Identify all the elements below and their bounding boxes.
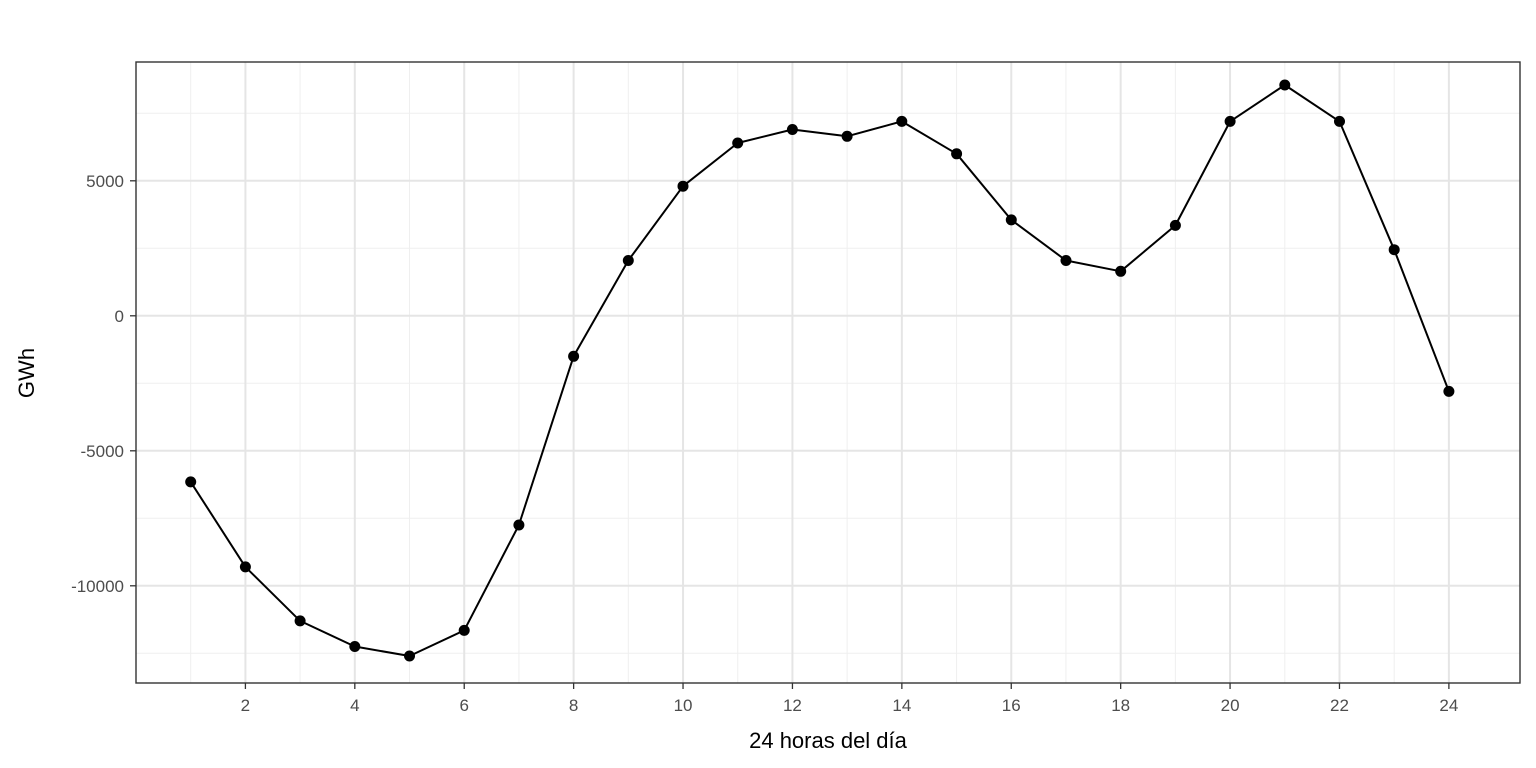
x-tick-label: 18 <box>1111 696 1130 715</box>
data-point <box>786 124 798 135</box>
data-point <box>568 350 580 362</box>
x-axis-title: 24 horas del día <box>749 728 908 753</box>
data-point <box>1169 219 1181 231</box>
y-axis-title: GWh <box>14 348 39 398</box>
major-gridlines <box>136 62 1520 683</box>
data-point <box>841 130 853 142</box>
x-tick-label: 16 <box>1002 696 1021 715</box>
data-point <box>896 115 908 127</box>
data-point <box>1115 265 1127 277</box>
plot-panel-border <box>135 61 1521 684</box>
data-point <box>349 641 361 652</box>
x-axis: 2 4 6 8 10 12 14 16 18 20 22 24 <box>241 683 1458 715</box>
y-tick-label: 5000 <box>86 172 124 191</box>
x-tick-label: 6 <box>459 696 468 715</box>
data-point <box>1279 79 1291 91</box>
data-points <box>185 79 1455 662</box>
data-point <box>622 255 634 266</box>
y-axis: -10000 -5000 0 5000 <box>71 172 136 596</box>
x-tick-label: 10 <box>674 696 693 715</box>
data-point <box>294 615 306 627</box>
data-point <box>1388 244 1400 256</box>
x-tick-label: 22 <box>1330 696 1349 715</box>
data-point <box>513 519 525 531</box>
x-tick-label: 24 <box>1439 696 1458 715</box>
data-point <box>732 137 744 149</box>
x-tick-label: 12 <box>783 696 802 715</box>
x-tick-label: 14 <box>892 696 911 715</box>
series-gwh <box>185 79 1455 662</box>
data-point <box>1060 255 1072 266</box>
x-tick-label: 4 <box>350 696 359 715</box>
y-tick-label: 0 <box>115 307 124 326</box>
data-point <box>951 148 963 160</box>
data-point <box>1005 214 1017 226</box>
y-tick-label: -5000 <box>81 442 124 461</box>
x-tick-label: 20 <box>1221 696 1240 715</box>
data-point <box>1224 115 1236 127</box>
x-tick-label: 8 <box>569 696 578 715</box>
data-point <box>458 624 470 636</box>
series-line <box>189 84 1450 657</box>
data-point <box>404 650 415 662</box>
x-tick-label: 2 <box>241 696 250 715</box>
data-point <box>1443 385 1455 397</box>
data-point <box>677 180 689 192</box>
y-tick-label: -10000 <box>71 577 124 596</box>
data-point <box>1334 115 1345 127</box>
minor-gridlines <box>136 62 1520 683</box>
data-point <box>185 476 197 488</box>
data-point <box>239 561 251 573</box>
